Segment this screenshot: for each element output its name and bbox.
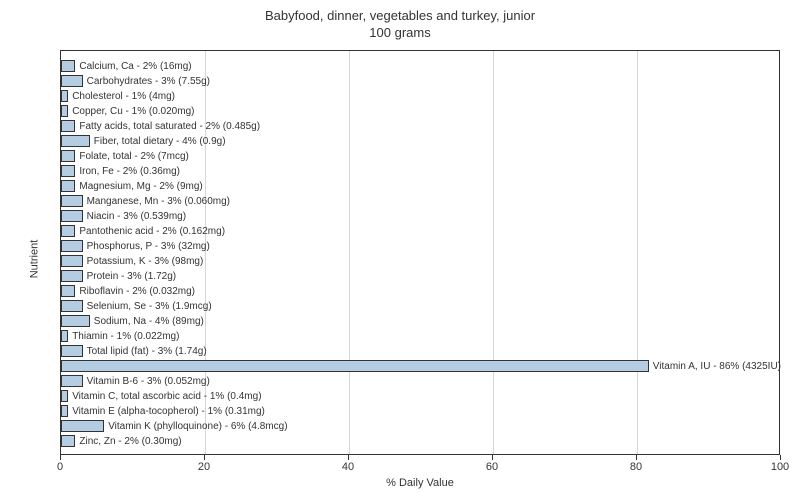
bar-label: Niacin - 3% (0.539mg) (87, 211, 186, 222)
bar-row: Copper, Cu - 1% (0.020mg) (61, 105, 781, 117)
bar-row: Phosphorus, P - 3% (32mg) (61, 240, 781, 252)
bar-label: Cholesterol - 1% (4mg) (72, 91, 175, 102)
bar (61, 240, 83, 252)
bar-label: Potassium, K - 3% (98mg) (87, 256, 204, 267)
bar (61, 330, 68, 342)
bar (61, 420, 104, 432)
plot-area: Calcium, Ca - 2% (16mg) Carbohydrates - 3… (60, 50, 780, 455)
y-axis-label: Nutrient (28, 239, 40, 278)
bar (61, 165, 75, 177)
bar-row: Riboflavin - 2% (0.032mg) (61, 285, 781, 297)
bar-label: Vitamin E (alpha-tocopherol) - 1% (0.31m… (72, 406, 265, 417)
bar-label: Folate, total - 2% (7mcg) (79, 151, 188, 162)
chart-title: Babyfood, dinner, vegetables and turkey,… (0, 0, 800, 42)
bar-row: Pantothenic acid - 2% (0.162mg) (61, 225, 781, 237)
bar-row: Vitamin K (phylloquinone) - 6% (4.8mcg) (61, 420, 781, 432)
x-tick (348, 455, 349, 460)
bar-label: Sodium, Na - 4% (89mg) (94, 316, 204, 327)
bar-label: Vitamin A, IU - 86% (4325IU) (653, 361, 781, 372)
bar (61, 195, 83, 207)
x-tick-label: 20 (198, 461, 210, 473)
x-tick (492, 455, 493, 460)
x-tick-label: 60 (486, 461, 498, 473)
bar (61, 375, 83, 387)
bar (61, 75, 83, 87)
x-tick-label: 0 (57, 461, 63, 473)
bar-row: Manganese, Mn - 3% (0.060mg) (61, 195, 781, 207)
bar-row: Folate, total - 2% (7mcg) (61, 150, 781, 162)
bar-label: Protein - 3% (1.72g) (87, 271, 177, 282)
bar (61, 255, 83, 267)
bar-label: Thiamin - 1% (0.022mg) (72, 331, 179, 342)
x-tick-label: 100 (771, 461, 789, 473)
bar-row: Thiamin - 1% (0.022mg) (61, 330, 781, 342)
bar-label: Vitamin C, total ascorbic acid - 1% (0.4… (72, 391, 261, 402)
title-line-1: Babyfood, dinner, vegetables and turkey,… (0, 8, 800, 25)
bar (61, 345, 83, 357)
bar-row: Calcium, Ca - 2% (16mg) (61, 60, 781, 72)
bar (61, 270, 83, 282)
bar-row: Total lipid (fat) - 3% (1.74g) (61, 345, 781, 357)
bar-label: Vitamin B-6 - 3% (0.052mg) (87, 376, 210, 387)
bar-row: Niacin - 3% (0.539mg) (61, 210, 781, 222)
bar-row: Protein - 3% (1.72g) (61, 270, 781, 282)
bar-label: Selenium, Se - 3% (1.9mcg) (87, 301, 212, 312)
x-tick (780, 455, 781, 460)
bar (61, 315, 90, 327)
bar-label: Fiber, total dietary - 4% (0.9g) (94, 136, 226, 147)
x-tick (60, 455, 61, 460)
bar (61, 300, 83, 312)
bar (61, 60, 75, 72)
bar-label: Carbohydrates - 3% (7.55g) (87, 76, 210, 87)
bar-row: Sodium, Na - 4% (89mg) (61, 315, 781, 327)
x-tick (636, 455, 637, 460)
bar (61, 180, 75, 192)
title-line-2: 100 grams (0, 25, 800, 42)
bar-label: Calcium, Ca - 2% (16mg) (79, 61, 191, 72)
bar-label: Iron, Fe - 2% (0.36mg) (79, 166, 180, 177)
bar (61, 435, 75, 447)
bar-label: Pantothenic acid - 2% (0.162mg) (79, 226, 225, 237)
bar-row: Magnesium, Mg - 2% (9mg) (61, 180, 781, 192)
bar-row: Vitamin A, IU - 86% (4325IU) (61, 360, 781, 372)
bar-label: Total lipid (fat) - 3% (1.74g) (87, 346, 207, 357)
x-tick (204, 455, 205, 460)
bar-row: Fatty acids, total saturated - 2% (0.485… (61, 120, 781, 132)
x-tick-label: 40 (342, 461, 354, 473)
bar-label: Magnesium, Mg - 2% (9mg) (79, 181, 202, 192)
bar-row: Vitamin C, total ascorbic acid - 1% (0.4… (61, 390, 781, 402)
bar-label: Zinc, Zn - 2% (0.30mg) (79, 436, 181, 447)
bar-row: Potassium, K - 3% (98mg) (61, 255, 781, 267)
bar (61, 405, 68, 417)
bar-label: Fatty acids, total saturated - 2% (0.485… (79, 121, 260, 132)
bar-label: Phosphorus, P - 3% (32mg) (87, 241, 210, 252)
bar (61, 105, 68, 117)
bar-row: Zinc, Zn - 2% (0.30mg) (61, 435, 781, 447)
x-tick-label: 80 (630, 461, 642, 473)
bar (61, 360, 649, 372)
bar-row: Selenium, Se - 3% (1.9mcg) (61, 300, 781, 312)
bar-row: Vitamin B-6 - 3% (0.052mg) (61, 375, 781, 387)
bar (61, 285, 75, 297)
chart-container: Babyfood, dinner, vegetables and turkey,… (0, 0, 800, 500)
bar-label: Copper, Cu - 1% (0.020mg) (72, 106, 194, 117)
bar-row: Iron, Fe - 2% (0.36mg) (61, 165, 781, 177)
bar-row: Vitamin E (alpha-tocopherol) - 1% (0.31m… (61, 405, 781, 417)
bar-label: Vitamin K (phylloquinone) - 6% (4.8mcg) (108, 421, 287, 432)
bar (61, 135, 90, 147)
bar-row: Cholesterol - 1% (4mg) (61, 90, 781, 102)
bar (61, 225, 75, 237)
bar-label: Riboflavin - 2% (0.032mg) (79, 286, 195, 297)
bar (61, 210, 83, 222)
bar (61, 150, 75, 162)
bar (61, 390, 68, 402)
bar-row: Fiber, total dietary - 4% (0.9g) (61, 135, 781, 147)
x-axis-label: % Daily Value (60, 477, 780, 489)
bar (61, 120, 75, 132)
bar-row: Carbohydrates - 3% (7.55g) (61, 75, 781, 87)
bar-label: Manganese, Mn - 3% (0.060mg) (87, 196, 230, 207)
bar (61, 90, 68, 102)
